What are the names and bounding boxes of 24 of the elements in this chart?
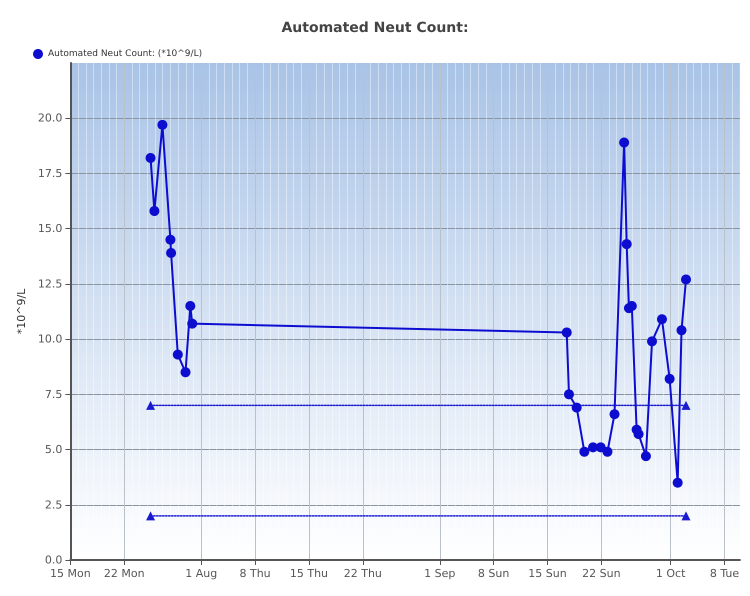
y-tick-label: 20.0 (38, 112, 62, 125)
y-tick-label: 5.0 (44, 443, 62, 456)
x-tick-label: 15 Mon (50, 567, 91, 580)
x-tick-label: 8 Sun (478, 567, 510, 580)
x-tick-label: 1 Aug (185, 567, 218, 580)
y-axis-title: *10^9/L (15, 288, 28, 334)
x-tick-label: 15 Thu (290, 567, 328, 580)
y-tick-label: 17.5 (38, 166, 62, 180)
x-tick-label: 22 Thu (344, 567, 382, 580)
x-tick-label: 22 Mon (104, 567, 145, 580)
y-tick-label: 7.5 (44, 388, 62, 401)
y-tick-label: 2.5 (44, 498, 62, 512)
y-tick-label: 12.5 (38, 277, 62, 290)
y-tick-label: 0.0 (44, 554, 62, 566)
chart-title: Automated Neut Count: (281, 20, 469, 36)
x-tick-label: 8 Thu (239, 567, 271, 580)
x-tick-label: 22 Sun (582, 567, 621, 580)
legend-label: Automated Neut Count: (*10^9/L) (48, 49, 202, 59)
y-tick-label: 15.0 (38, 222, 62, 236)
x-tick-label: 15 Sun (528, 567, 567, 580)
y-tick-label: 10.0 (38, 332, 62, 346)
x-tick-label: 8 Tue (710, 567, 740, 580)
x-tick-label: 1 Sep (424, 567, 456, 580)
x-tick-label: 1 Oct (656, 567, 686, 580)
